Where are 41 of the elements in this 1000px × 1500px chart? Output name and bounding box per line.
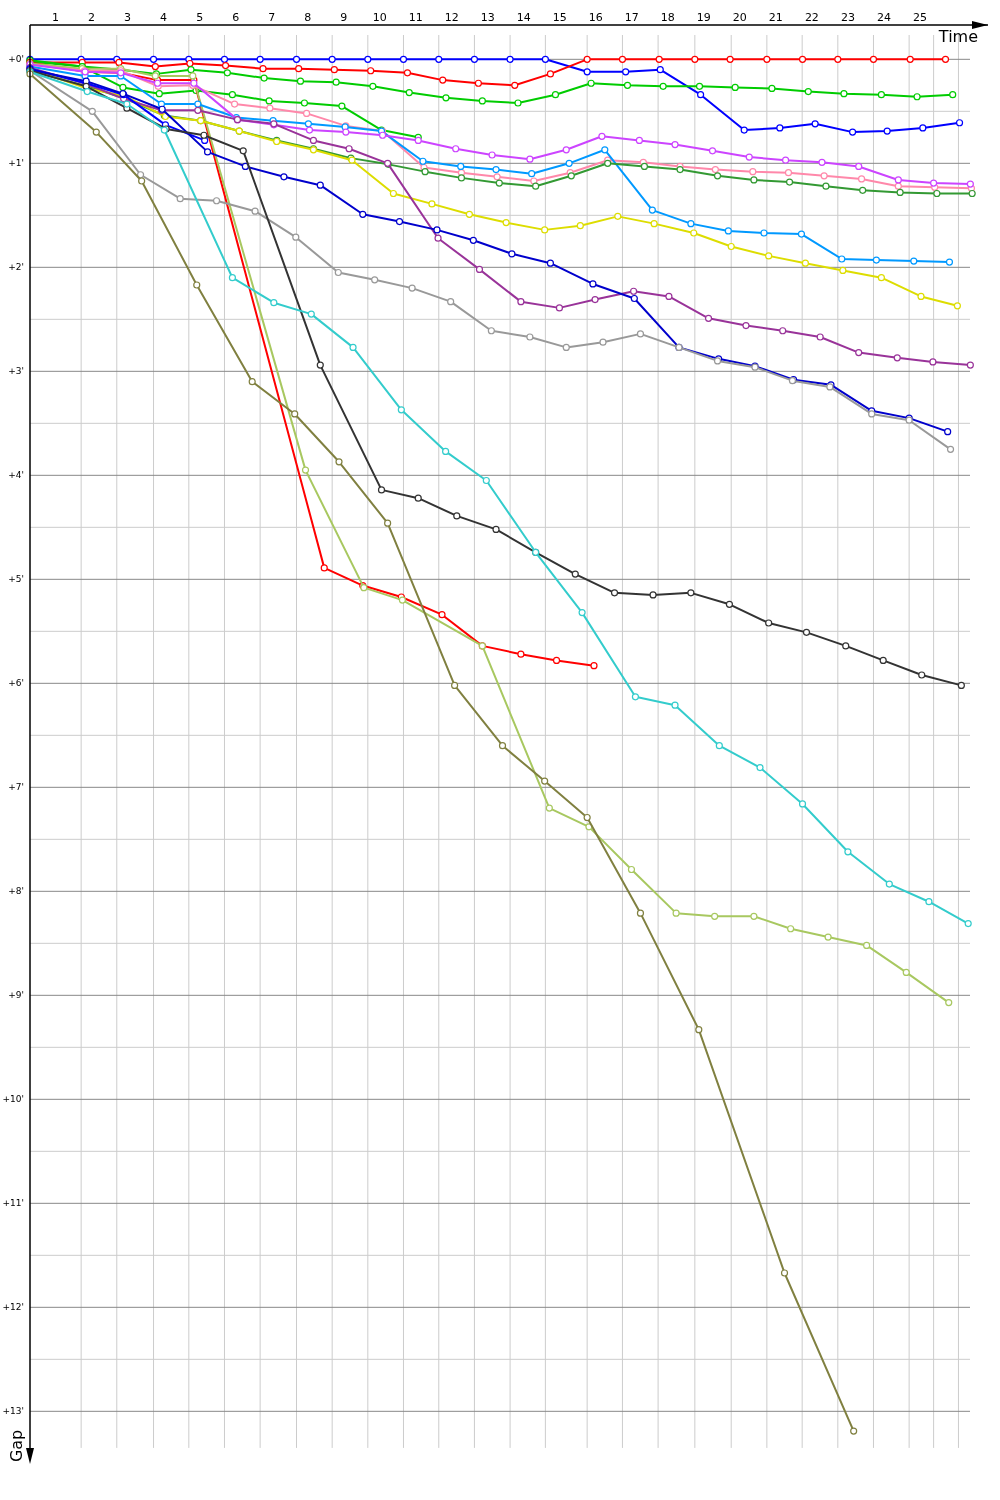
- x-tick-label: 25: [912, 11, 927, 24]
- y-tick-label: +4': [8, 470, 24, 481]
- x-tick-label: 20: [732, 11, 747, 24]
- y-tick-label: +7': [8, 782, 24, 793]
- x-tick-label: 15: [552, 11, 567, 24]
- x-tick-label: 2: [88, 11, 96, 24]
- x-tick-label: 23: [840, 11, 855, 24]
- y-tick-label: +1': [8, 158, 24, 169]
- y-tick-label: +2': [8, 262, 24, 273]
- y-tick-label: +5': [8, 574, 24, 585]
- y-tick-label: +12': [2, 1302, 24, 1313]
- y-tick-label: +0': [8, 54, 24, 65]
- y-tick-label: +13': [2, 1406, 24, 1417]
- x-tick-label: 14: [516, 11, 531, 24]
- x-tick-label: 1: [52, 11, 60, 24]
- x-tick-label: 22: [804, 11, 819, 24]
- x-tick-label: 4: [160, 11, 168, 24]
- y-tick-label: +11': [2, 1198, 24, 1209]
- y-tick-label: +10': [2, 1094, 24, 1105]
- x-tick-label: 12: [444, 11, 459, 24]
- x-tick-label: 3: [124, 11, 132, 24]
- x-tick-label: 16: [588, 11, 603, 24]
- x-tick-label: 6: [232, 11, 240, 24]
- x-tick-label: 9: [340, 11, 348, 24]
- y-tick-label: +8': [8, 886, 24, 897]
- y-tick-label: +6': [8, 678, 24, 689]
- y-tick-label: +3': [8, 366, 24, 377]
- x-tick-label: 18: [660, 11, 675, 24]
- x-tick-label: 5: [196, 11, 204, 24]
- x-tick-label: 10: [372, 11, 387, 24]
- x-tick-label: 11: [408, 11, 423, 24]
- x-tick-label: 21: [768, 11, 783, 24]
- x-tick-label: 17: [624, 11, 639, 24]
- x-tick-label: 8: [304, 11, 312, 24]
- y-tick-label: +9': [8, 990, 24, 1001]
- x-axis-title: Time: [937, 27, 978, 46]
- x-tick-label: 7: [268, 11, 276, 24]
- x-tick-label: 13: [480, 11, 495, 24]
- x-tick-label: 24: [876, 11, 891, 24]
- x-tick-label: 19: [696, 11, 711, 24]
- y-axis-title: Gap: [7, 1429, 26, 1463]
